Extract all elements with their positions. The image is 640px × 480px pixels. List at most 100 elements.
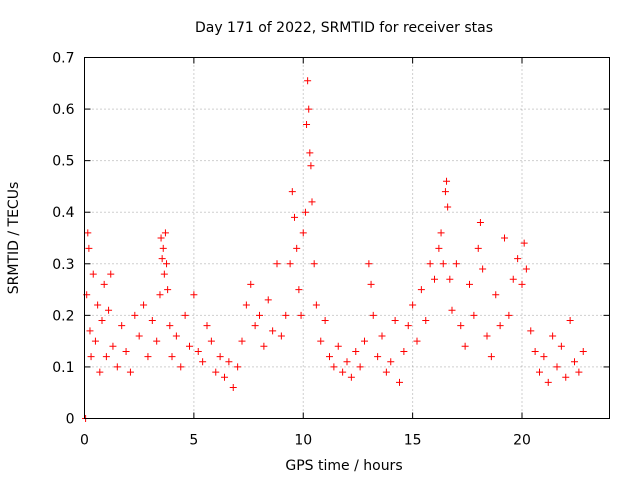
data-point [367, 280, 375, 288]
data-point [299, 229, 307, 237]
x-tick-label: 20 [513, 433, 531, 449]
data-point [273, 260, 281, 268]
data-point [269, 327, 277, 335]
data-point [347, 373, 355, 381]
data-point [479, 265, 487, 273]
data-point [199, 358, 207, 366]
data-point [443, 177, 451, 185]
data-point [135, 332, 143, 340]
data-point [168, 353, 176, 361]
data-point [439, 260, 447, 268]
data-point [522, 265, 530, 273]
data-point [98, 317, 106, 325]
data-point [225, 358, 233, 366]
data-point [118, 322, 126, 330]
data-point [321, 317, 329, 325]
data-point [161, 229, 169, 237]
data-point [86, 327, 94, 335]
data-point [566, 317, 574, 325]
data-point [334, 342, 342, 350]
data-point [85, 244, 93, 252]
data-point [426, 260, 434, 268]
y-tick-label: 0.5 [52, 154, 74, 170]
data-point [282, 311, 290, 319]
data-point [102, 353, 110, 361]
data-point [234, 363, 242, 371]
data-point [203, 322, 211, 330]
y-tick-label: 0 [66, 412, 75, 428]
data-point [378, 332, 386, 340]
data-point [409, 301, 417, 309]
data-point [536, 368, 543, 376]
data-point [352, 347, 360, 355]
data-point [293, 244, 301, 252]
data-point [343, 358, 351, 366]
data-point [105, 306, 113, 314]
data-point [417, 286, 425, 294]
data-point [181, 311, 189, 319]
y-tick-label: 0.4 [52, 205, 74, 221]
data-point [221, 373, 228, 381]
data-point [571, 358, 578, 366]
data-point [312, 301, 320, 309]
data-point [303, 121, 311, 129]
data-point [148, 317, 156, 325]
data-point [301, 208, 309, 216]
data-point [186, 342, 193, 350]
data-point [251, 322, 259, 330]
data-point [431, 275, 438, 283]
data-point [96, 368, 104, 376]
data-point [422, 317, 430, 325]
axis-ticks: 0 0.1 0.2 0.3 0.4 0.5 0.6 0.7 0 5 10 15 20 [52, 51, 610, 449]
data-point [122, 347, 130, 355]
data-point [540, 353, 548, 361]
data-point [441, 188, 449, 196]
y-axis-label: SRMTID / TECUs [6, 182, 22, 295]
data-point [100, 280, 108, 288]
data-point [326, 353, 333, 361]
data-point [361, 337, 368, 345]
y-tick-label: 0.7 [52, 51, 74, 67]
data-point [356, 363, 364, 371]
data-point [514, 255, 522, 263]
y-tick-label: 0.6 [52, 102, 74, 118]
data-point [194, 347, 202, 355]
data-point [160, 270, 168, 278]
data-point [91, 337, 99, 345]
x-tick-label: 5 [189, 433, 198, 449]
data-point [229, 384, 237, 392]
data-point [544, 378, 552, 386]
data-point [444, 203, 452, 211]
data-point [509, 275, 517, 283]
data-point [374, 353, 382, 361]
data-point [413, 337, 421, 345]
data-point [382, 368, 390, 376]
y-tick-label: 0.3 [52, 257, 74, 273]
data-point [89, 270, 97, 278]
data-point [297, 311, 305, 319]
data-point [308, 198, 316, 206]
y-tick-label: 0.2 [52, 308, 74, 324]
data-point [207, 337, 215, 345]
data-point [404, 322, 412, 330]
grid-layer [84, 57, 610, 419]
data-point [212, 368, 220, 376]
data-point [452, 260, 460, 268]
data-point [164, 286, 172, 294]
data-point [109, 342, 117, 350]
y-tick-label: 0.1 [52, 360, 74, 376]
data-point [87, 353, 95, 361]
data-point [153, 337, 161, 345]
data-point [94, 301, 102, 309]
data-point [305, 105, 313, 113]
data-point [557, 342, 565, 350]
data-point [518, 280, 526, 288]
data-point [520, 239, 528, 247]
data-point [369, 311, 377, 319]
data-point [496, 322, 504, 330]
data-point [396, 378, 403, 386]
data-point [461, 342, 469, 350]
data-point [172, 332, 180, 340]
data-point [163, 260, 171, 268]
